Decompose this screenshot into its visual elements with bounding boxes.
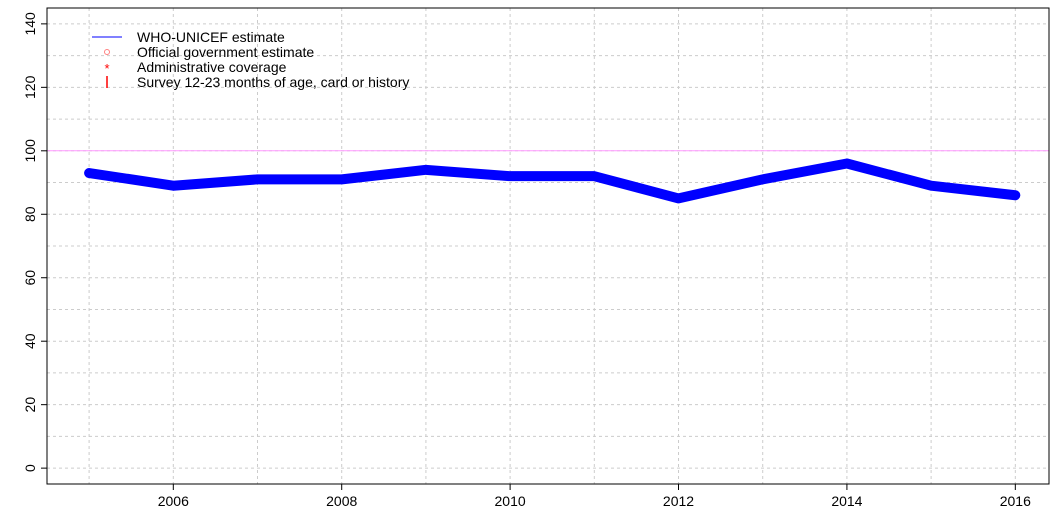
y-tick-label: 100: [22, 139, 38, 163]
series-line: [84, 158, 1021, 204]
y-tick-label: 40: [22, 333, 38, 349]
y-tick-label: 80: [22, 206, 38, 222]
x-tick-label: 2010: [495, 493, 526, 509]
x-tick-label: 2014: [831, 493, 862, 509]
y-tick-label: 0: [22, 464, 38, 472]
legend-label: Survey 12-23 months of age, card or hist…: [137, 74, 409, 90]
y-tick-label: 140: [22, 12, 38, 36]
series-lines: [84, 158, 1021, 204]
legend-asterisk-symbol: *: [104, 61, 109, 76]
legend-label: WHO-UNICEF estimate: [137, 29, 285, 45]
legend-label: Official government estimate: [137, 44, 314, 60]
x-tick-label: 2016: [1000, 493, 1031, 509]
x-tick-label: 2012: [663, 493, 694, 509]
x-tick-label: 2006: [158, 493, 189, 509]
legend-circle-symbol: [104, 49, 110, 55]
y-axis: 0 20 40 60 80 100 120 140: [22, 12, 47, 472]
grid-lines: [47, 8, 1049, 484]
y-tick-label: 60: [22, 270, 38, 286]
y-tick-label: 120: [22, 75, 38, 99]
legend-label: Administrative coverage: [137, 59, 287, 75]
y-tick-label: 20: [22, 397, 38, 413]
x-tick-label: 2008: [326, 493, 357, 509]
x-axis: 2006 2008 2010 2012 2014 2016: [158, 484, 1031, 509]
plot-frame: [46, 7, 1050, 485]
